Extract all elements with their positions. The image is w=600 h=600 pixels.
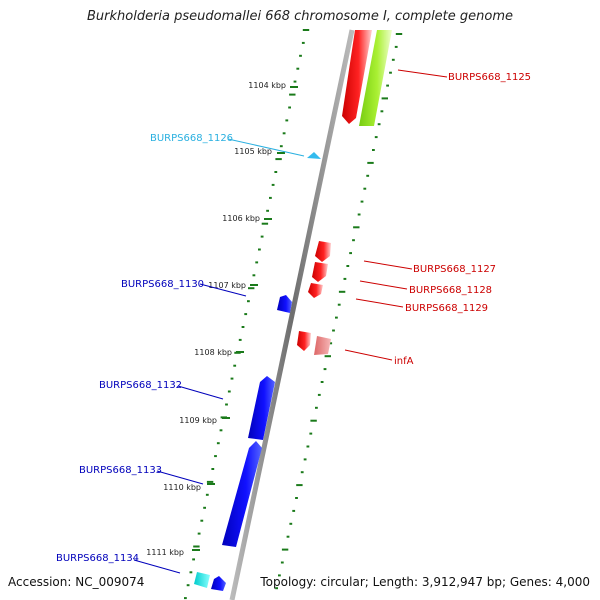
gene-infa-red[interactable]: [297, 331, 311, 351]
gene-burps668-1125-green[interactable]: [359, 30, 392, 126]
label-burps668-1132[interactable]: BURPS668_1132: [99, 380, 182, 391]
kbp-label: 1106 kbp: [222, 214, 260, 223]
label-burps668-1134[interactable]: BURPS668_1134: [56, 553, 139, 564]
label-burps668-1129[interactable]: BURPS668_1129: [405, 303, 488, 314]
map-title: Burkholderia pseudomallei 668 chromosome…: [86, 9, 514, 24]
leader-burps668-1128: [359, 280, 408, 290]
kbp-label: 1109 kbp: [179, 416, 217, 425]
leader-burps668-1133: [156, 470, 204, 485]
gene-burps668-1125-red[interactable]: [342, 30, 372, 124]
accession-text: Accession: NC_009074: [8, 575, 145, 589]
kbp-label: 1107 kbp: [208, 281, 246, 290]
tick-track: [184, 29, 403, 600]
label-burps668-1127[interactable]: BURPS668_1127: [413, 264, 496, 275]
gene-burps668-1130[interactable]: [277, 295, 292, 313]
label-burps668-1128[interactable]: BURPS668_1128: [409, 285, 492, 296]
label-burps668-1125[interactable]: BURPS668_1125: [448, 72, 531, 83]
kbp-scale: 1104 kbp 1105 kbp 1106 kbp 1107 kbp 1108…: [146, 81, 298, 557]
kbp-label: 1108 kbp: [194, 348, 232, 357]
label-leaders: [133, 69, 448, 574]
leader-burps668-1127: [363, 260, 413, 270]
forward-genes: [297, 30, 392, 355]
gene-burps668-1133[interactable]: [222, 441, 262, 547]
kbp-label: 1104 kbp: [248, 81, 286, 90]
label-burps668-1126[interactable]: BURPS668_1126: [150, 133, 233, 144]
gene-burps668-1134-blue[interactable]: [211, 576, 226, 591]
genome-stats: Topology: circular; Length: 3,912,947 bp…: [260, 575, 590, 589]
label-infa[interactable]: infA: [394, 356, 414, 367]
leader-burps668-1130: [199, 283, 247, 297]
gene-burps668-1134-cyan[interactable]: [194, 572, 210, 588]
gene-labels: BURPS668_1125 BURPS668_1126 BURPS668_112…: [56, 72, 531, 564]
kbp-label: 1110 kbp: [163, 483, 201, 492]
gene-burps668-1129[interactable]: [308, 283, 323, 298]
gene-burps668-1128[interactable]: [312, 262, 328, 282]
label-burps668-1133[interactable]: BURPS668_1133: [79, 465, 162, 476]
leader-burps668-1132: [177, 385, 224, 400]
label-burps668-1130[interactable]: BURPS668_1130: [121, 279, 204, 290]
gene-burps668-1132[interactable]: [248, 376, 275, 440]
reverse-genes: [194, 152, 321, 591]
gene-burps668-1127[interactable]: [315, 241, 331, 262]
leader-burps668-1125: [397, 69, 448, 78]
leader-burps668-1129: [355, 298, 404, 308]
leader-infa: [344, 349, 393, 361]
gene-infa-pink[interactable]: [314, 336, 331, 355]
genome-backbone: [229, 29, 355, 600]
leader-burps668-1126: [227, 138, 305, 157]
gene-burps668-1126[interactable]: [307, 152, 321, 159]
leader-burps668-1134: [133, 559, 181, 574]
kbp-label: 1105 kbp: [234, 147, 272, 156]
kbp-label: 1111 kbp: [146, 548, 184, 557]
